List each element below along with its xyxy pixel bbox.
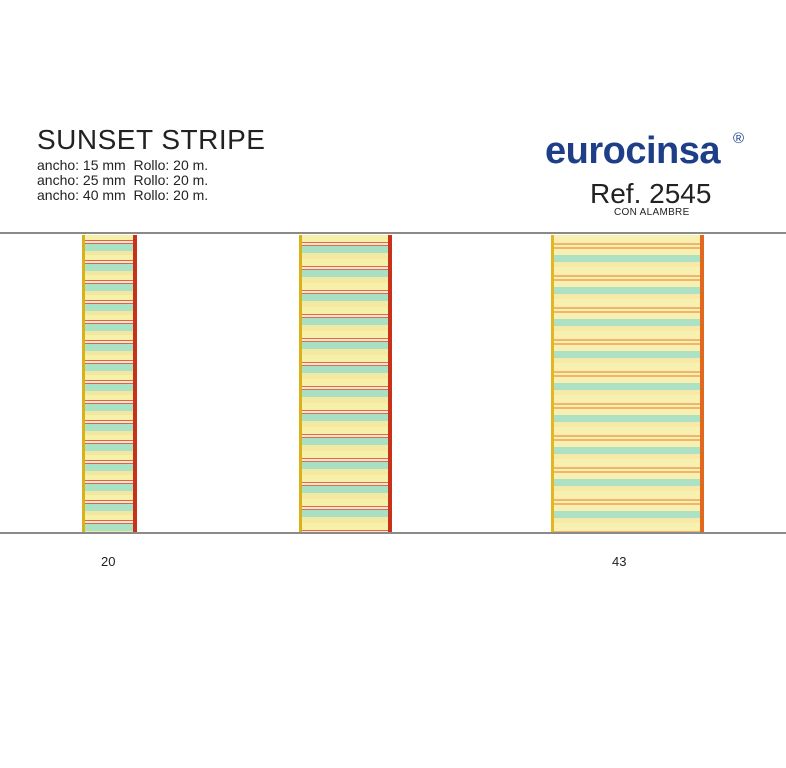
swatch-code: 20 <box>101 554 116 569</box>
registered-mark: ® <box>733 130 745 147</box>
spec-line: ancho: 15 mm Rollo: 20 m. <box>37 157 209 173</box>
ribbon-swatch-25mm <box>299 235 392 532</box>
product-specs: ancho: 15 mm Rollo: 20 m. ancho: 25 mm R… <box>37 158 208 203</box>
bottom-divider <box>0 532 786 534</box>
ribbon-swatch-15mm <box>82 235 137 532</box>
ribbon-swatch-40mm <box>551 235 704 532</box>
brand-logo: eurocinsa <box>545 130 721 172</box>
spec-line: ancho: 25 mm Rollo: 20 m. <box>37 172 209 188</box>
reference-note: CON ALAMBRE <box>614 207 690 218</box>
reference-number: Ref. 2545 <box>590 178 712 209</box>
swatch-code: 43 <box>612 554 627 569</box>
product-title: SUNSET STRIPE <box>37 124 266 155</box>
spec-line: ancho: 40 mm Rollo: 20 m. <box>37 187 209 203</box>
top-divider <box>0 232 786 234</box>
